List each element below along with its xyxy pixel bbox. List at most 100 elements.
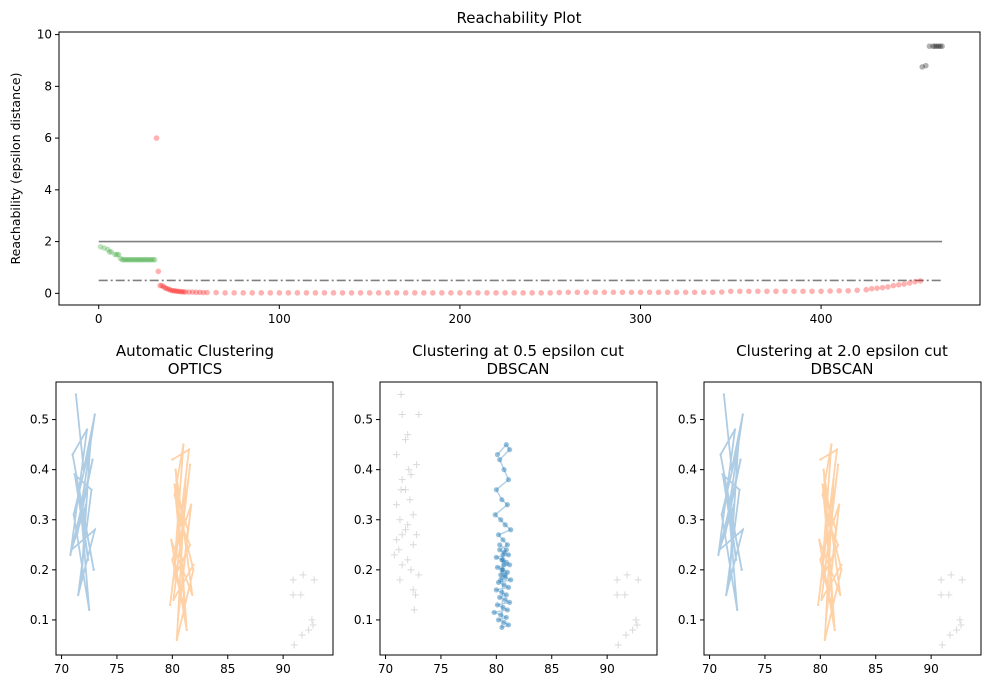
reachability-point [773, 288, 779, 295]
reachability-point [448, 290, 454, 296]
reachability-point [108, 249, 115, 255]
cluster-point [503, 547, 509, 553]
noise-point [613, 591, 621, 599]
cluster-point [727, 498, 730, 501]
reachability-point [121, 256, 127, 263]
cluster-point [733, 428, 737, 431]
cluster-point [495, 617, 502, 623]
axes-frame [379, 381, 658, 656]
noise-point [409, 541, 417, 549]
cluster-point [500, 537, 506, 543]
reachability-point [231, 290, 237, 296]
cluster-point [831, 608, 834, 612]
reachability-point [151, 256, 158, 263]
cluster-point [505, 584, 512, 590]
reachability-point [601, 289, 608, 296]
reachability-point [204, 289, 210, 296]
reachability-point [142, 256, 149, 263]
axes-frame [58, 31, 981, 306]
noise-point [393, 501, 401, 509]
x-tick-label: 0 [95, 312, 103, 326]
cluster-outline [717, 394, 745, 611]
cluster-point [178, 548, 182, 552]
cluster-point [173, 493, 176, 496]
cluster-point [822, 468, 825, 471]
reachability-point [868, 285, 875, 292]
x-tick-label: 80 [813, 662, 828, 676]
reachability-point [128, 256, 135, 263]
cluster-point [508, 527, 514, 533]
noise-point [395, 546, 403, 554]
cluster-point [499, 589, 505, 595]
cluster-point [820, 598, 823, 602]
noise-point [614, 641, 622, 649]
cluster-point [505, 477, 512, 483]
cluster-point [721, 473, 725, 476]
reachability-point [583, 289, 590, 296]
cluster-point [184, 478, 187, 481]
chart-title-line: Automatic Clustering [116, 342, 274, 360]
reachability-point [137, 256, 144, 263]
reachability-point [827, 288, 833, 294]
noise-point [406, 496, 414, 504]
reachability-point [222, 290, 228, 296]
reachability-point [267, 290, 274, 296]
cluster-point [718, 548, 721, 552]
cluster-point [830, 443, 833, 446]
cluster-point [502, 572, 508, 578]
cluster-point [493, 554, 499, 560]
x-tick-label: 80 [165, 662, 180, 676]
cluster-point [89, 443, 92, 446]
cluster-point [79, 498, 82, 501]
reachability-point [547, 290, 553, 296]
reachability-point [906, 280, 913, 286]
reachability-point [755, 288, 761, 295]
noise-point [393, 536, 401, 544]
cluster-point [508, 577, 514, 583]
cluster-point [498, 577, 504, 583]
cluster-point [738, 488, 741, 491]
reachability-point [923, 62, 929, 69]
reachability-point [926, 43, 933, 50]
noise-point [937, 576, 945, 584]
reachability-point [240, 290, 246, 296]
cluster-point [74, 393, 78, 396]
reachability-point [682, 289, 689, 296]
y-tick-label: 0.4 [354, 463, 373, 477]
y-tick-label: 0.4 [678, 463, 697, 477]
cluster-point [726, 488, 729, 491]
cluster-outline [491, 443, 513, 629]
cluster-point [497, 542, 503, 548]
reachability-point [619, 289, 626, 296]
cluster-point [837, 503, 841, 506]
cluster-point [492, 512, 498, 518]
chart-title-line: Reachability Plot [457, 9, 582, 27]
reachability-point [933, 43, 940, 50]
noise-point [407, 566, 415, 574]
reachability-point [475, 290, 481, 296]
y-tick-label: 6 [44, 131, 52, 145]
cluster-point [494, 452, 501, 458]
cluster-point [819, 458, 822, 461]
noise-point [410, 606, 418, 614]
reachability-point [249, 290, 256, 296]
reachability-point [119, 256, 126, 263]
cluster-point [93, 413, 96, 416]
cluster-point [504, 542, 511, 548]
noise-point [401, 486, 409, 494]
cluster-point [499, 497, 505, 503]
reachability-point [879, 284, 886, 291]
reachability-point [782, 288, 788, 295]
cluster-point [90, 488, 93, 491]
noise-point [947, 571, 955, 579]
cluster-point [497, 547, 503, 553]
cluster-point [836, 543, 840, 546]
y-tick-label: 0.2 [354, 563, 373, 577]
cluster-point [171, 558, 174, 562]
cluster-point [833, 628, 836, 632]
cluster-point [501, 467, 507, 473]
reachability-point [764, 288, 770, 295]
reachability-point [637, 289, 644, 296]
reachability-point [357, 290, 364, 296]
cluster-point [717, 553, 720, 557]
